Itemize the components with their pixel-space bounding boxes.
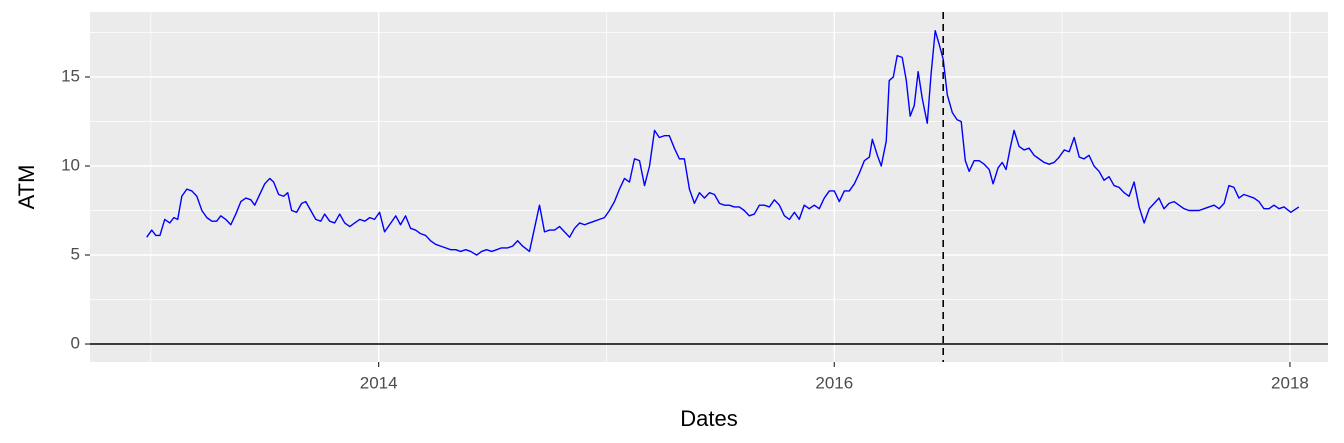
x-tick-label: 2016: [815, 373, 853, 392]
panel: [90, 12, 1328, 362]
x-axis-title: Dates: [680, 406, 737, 431]
x-tick-label: 2014: [360, 373, 398, 392]
y-tick-label: 10: [61, 155, 80, 174]
y-axis-title: ATM: [14, 165, 39, 210]
x-tick-label: 2018: [1271, 373, 1309, 392]
y-tick-label: 15: [61, 66, 80, 85]
y-tick-label: 0: [71, 334, 80, 353]
y-tick-label: 5: [71, 244, 80, 263]
data-line: [146, 29, 1300, 256]
